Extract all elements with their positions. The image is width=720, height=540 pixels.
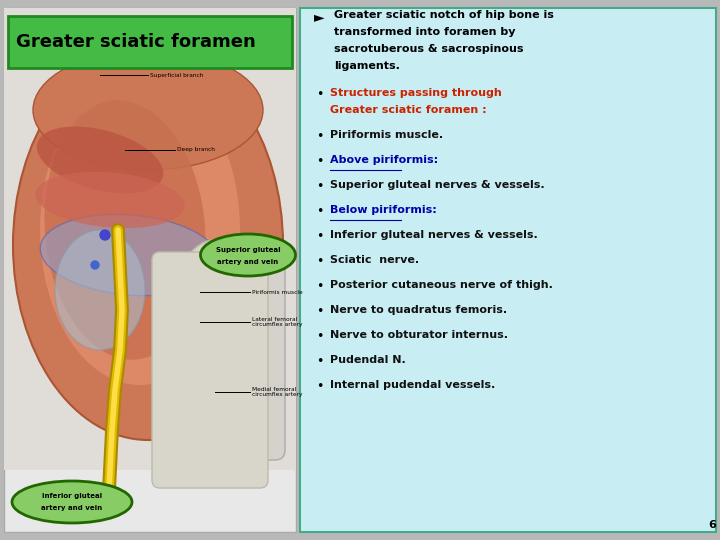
Text: Below piriformis:: Below piriformis:: [330, 205, 437, 215]
Text: Superior gluteal: Superior gluteal: [216, 247, 280, 253]
Text: •: •: [316, 88, 323, 101]
Ellipse shape: [200, 234, 295, 276]
Text: •: •: [316, 305, 323, 318]
FancyBboxPatch shape: [4, 8, 296, 532]
Text: Sciatic  nerve.: Sciatic nerve.: [330, 255, 419, 265]
Ellipse shape: [40, 214, 220, 295]
Text: Greater sciatic foramen :: Greater sciatic foramen :: [330, 105, 487, 115]
Text: •: •: [316, 255, 323, 268]
Ellipse shape: [37, 126, 163, 193]
Text: Medial femoral
circumflex artery: Medial femoral circumflex artery: [252, 387, 302, 397]
Ellipse shape: [13, 50, 283, 440]
FancyBboxPatch shape: [4, 8, 296, 470]
Text: Greater sciatic notch of hip bone is: Greater sciatic notch of hip bone is: [334, 10, 554, 20]
Text: Piriformis muscle: Piriformis muscle: [252, 289, 302, 294]
Text: •: •: [316, 180, 323, 193]
Text: Posterior cutaneous nerve of thigh.: Posterior cutaneous nerve of thigh.: [330, 280, 553, 290]
Text: •: •: [316, 280, 323, 293]
FancyBboxPatch shape: [300, 8, 716, 532]
Text: ligaments.: ligaments.: [334, 61, 400, 71]
Circle shape: [91, 261, 99, 269]
Text: transformed into foramen by: transformed into foramen by: [334, 27, 516, 37]
FancyBboxPatch shape: [8, 16, 292, 68]
Text: •: •: [316, 355, 323, 368]
Text: •: •: [316, 330, 323, 343]
Text: Piriformis muscle.: Piriformis muscle.: [330, 130, 443, 140]
Ellipse shape: [45, 100, 205, 360]
Text: Pudendal N.: Pudendal N.: [330, 355, 406, 365]
Text: Lateral femoral
circumflex artery: Lateral femoral circumflex artery: [252, 316, 302, 327]
Text: 6: 6: [708, 520, 716, 530]
Text: •: •: [316, 130, 323, 143]
Ellipse shape: [35, 172, 185, 228]
Ellipse shape: [12, 481, 132, 523]
Text: inferior gluteal: inferior gluteal: [42, 493, 102, 499]
Text: sacrotuberous & sacrospinous: sacrotuberous & sacrospinous: [334, 44, 523, 54]
Text: Inferior gluteal nerves & vessels.: Inferior gluteal nerves & vessels.: [330, 230, 538, 240]
Text: Nerve to obturator internus.: Nerve to obturator internus.: [330, 330, 508, 340]
Ellipse shape: [33, 50, 263, 170]
Text: artery and vein: artery and vein: [42, 505, 102, 511]
Text: Greater sciatic foramen: Greater sciatic foramen: [16, 33, 256, 51]
Text: Internal pudendal vessels.: Internal pudendal vessels.: [330, 380, 495, 390]
Ellipse shape: [55, 230, 145, 350]
Text: Above piriformis:: Above piriformis:: [330, 155, 438, 165]
Text: Superior gluteal nerves & vessels.: Superior gluteal nerves & vessels.: [330, 180, 544, 190]
FancyBboxPatch shape: [152, 252, 268, 488]
Ellipse shape: [40, 75, 240, 385]
Ellipse shape: [165, 240, 265, 440]
Text: Structures passing through: Structures passing through: [330, 88, 502, 98]
Text: Nerve to quadratus femoris.: Nerve to quadratus femoris.: [330, 305, 507, 315]
Text: •: •: [316, 230, 323, 243]
FancyBboxPatch shape: [170, 260, 285, 460]
Text: ►: ►: [314, 10, 325, 24]
Text: Deep branch: Deep branch: [177, 147, 215, 152]
Text: Superficial branch: Superficial branch: [150, 72, 203, 78]
Text: •: •: [316, 155, 323, 168]
Text: artery and vein: artery and vein: [217, 259, 279, 265]
Circle shape: [100, 230, 110, 240]
Text: •: •: [316, 380, 323, 393]
Text: •: •: [316, 205, 323, 218]
